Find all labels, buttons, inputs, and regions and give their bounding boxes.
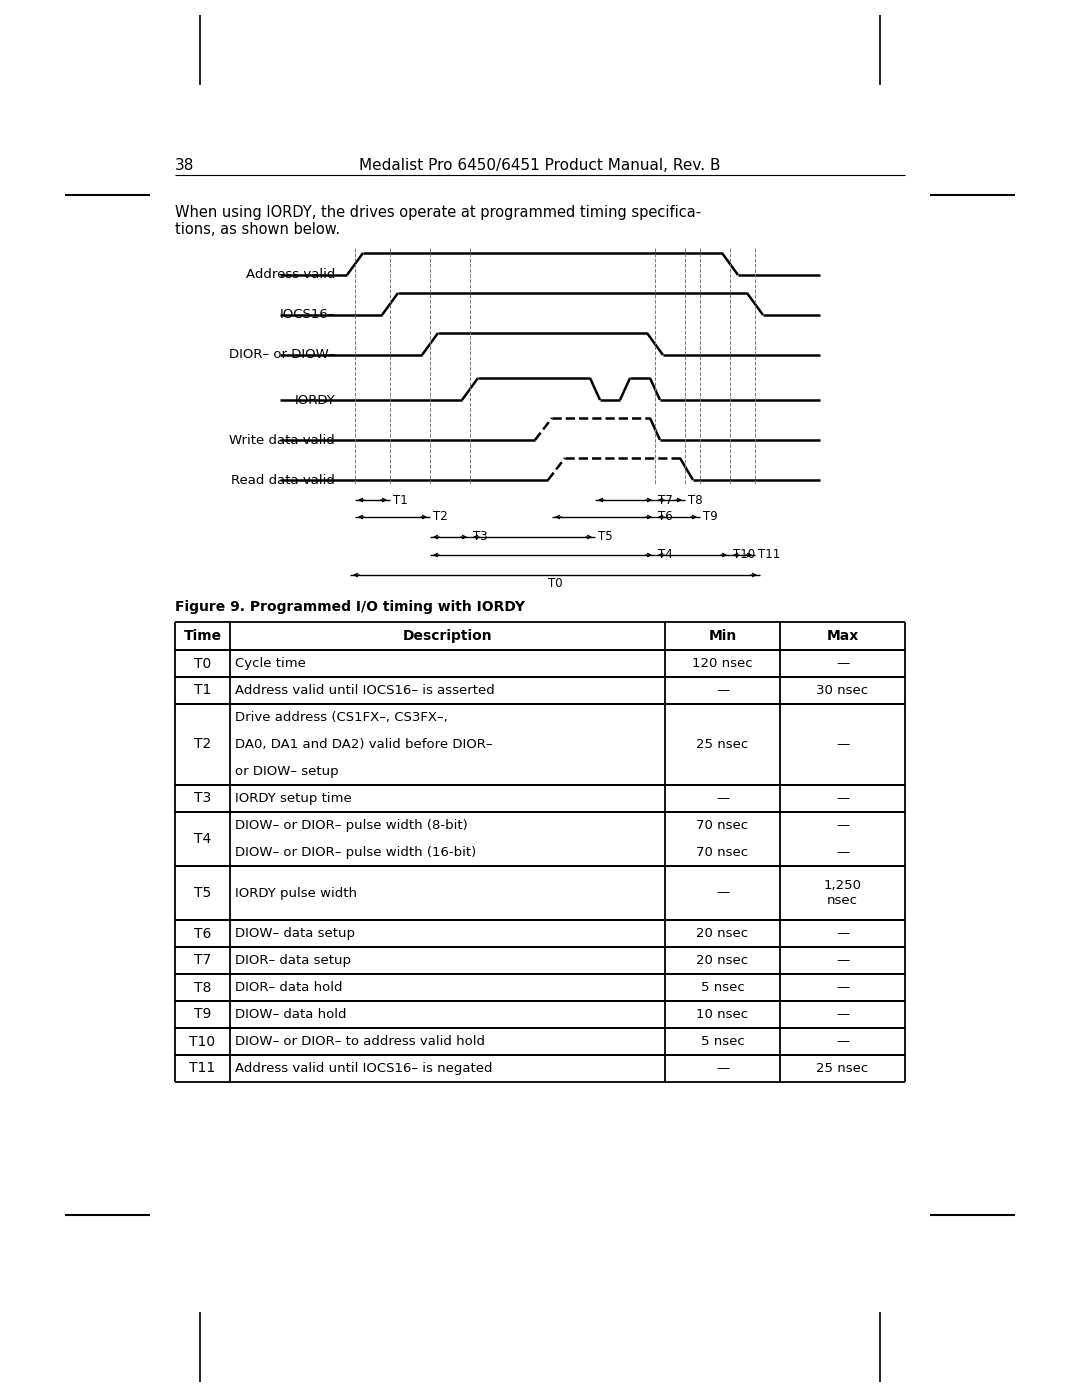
Text: T4: T4 (194, 833, 211, 847)
Text: When using IORDY, the drives operate at programmed timing specifica-: When using IORDY, the drives operate at … (175, 205, 701, 219)
Text: —: — (716, 887, 729, 900)
Text: DIOW– or DIOR– pulse width (8-bit): DIOW– or DIOR– pulse width (8-bit) (235, 819, 468, 833)
Text: 25 nsec: 25 nsec (816, 1062, 868, 1076)
Text: 20 nsec: 20 nsec (697, 928, 748, 940)
Text: 30 nsec: 30 nsec (816, 685, 868, 697)
Text: T7: T7 (194, 954, 211, 968)
Text: —: — (716, 1062, 729, 1076)
Text: DA0, DA1 and DA2) valid before DIOR–: DA0, DA1 and DA2) valid before DIOR– (235, 738, 492, 752)
Text: DIOW– data hold: DIOW– data hold (235, 1009, 347, 1021)
Text: Cycle time: Cycle time (235, 657, 306, 671)
Text: 20 nsec: 20 nsec (697, 954, 748, 967)
Text: DIOW– data setup: DIOW– data setup (235, 928, 355, 940)
Text: —: — (836, 1035, 849, 1048)
Text: DIOW– or DIOR– to address valid hold: DIOW– or DIOR– to address valid hold (235, 1035, 485, 1048)
Text: 70 nsec: 70 nsec (697, 819, 748, 833)
Text: IORDY setup time: IORDY setup time (235, 792, 352, 805)
Text: 25 nsec: 25 nsec (697, 738, 748, 752)
Text: T2: T2 (194, 738, 211, 752)
Text: Description: Description (403, 629, 492, 643)
Text: Write data valid: Write data valid (229, 433, 335, 447)
Text: T6: T6 (193, 926, 212, 940)
Text: Time: Time (184, 629, 221, 643)
Text: T8: T8 (688, 493, 703, 507)
Text: IORDY: IORDY (294, 394, 335, 407)
Text: 1,250: 1,250 (824, 880, 862, 893)
Text: —: — (836, 847, 849, 859)
Text: Drive address (CS1FX–, CS3FX–,: Drive address (CS1FX–, CS3FX–, (235, 711, 448, 724)
Text: DIOR– data setup: DIOR– data setup (235, 954, 351, 967)
Text: 10 nsec: 10 nsec (697, 1009, 748, 1021)
Text: —: — (836, 819, 849, 833)
Text: T1: T1 (393, 493, 408, 507)
Text: T8: T8 (193, 981, 212, 995)
Text: nsec: nsec (827, 894, 858, 907)
Text: —: — (836, 738, 849, 752)
Text: 5 nsec: 5 nsec (701, 1035, 744, 1048)
Text: T3: T3 (473, 531, 488, 543)
Text: T3: T3 (194, 792, 211, 806)
Text: T7: T7 (658, 493, 673, 507)
Text: tions, as shown below.: tions, as shown below. (175, 222, 340, 237)
Text: T0: T0 (194, 657, 211, 671)
Text: —: — (836, 1009, 849, 1021)
Text: Figure 9. Programmed I/O timing with IORDY: Figure 9. Programmed I/O timing with IOR… (175, 599, 525, 615)
Text: T5: T5 (598, 531, 612, 543)
Text: T9: T9 (193, 1007, 212, 1021)
Text: 120 nsec: 120 nsec (692, 657, 753, 671)
Text: or DIOW– setup: or DIOW– setup (235, 766, 339, 778)
Text: T1: T1 (193, 683, 212, 697)
Text: T2: T2 (433, 510, 448, 524)
Text: T9: T9 (703, 510, 718, 524)
Text: Read data valid: Read data valid (231, 474, 335, 486)
Text: —: — (716, 792, 729, 805)
Text: —: — (836, 657, 849, 671)
Text: Address valid: Address valid (245, 268, 335, 282)
Text: DIOR– or DIOW–: DIOR– or DIOW– (229, 348, 335, 362)
Text: T10: T10 (733, 549, 755, 562)
Text: —: — (716, 685, 729, 697)
Text: 38: 38 (175, 158, 194, 173)
Text: IORDY pulse width: IORDY pulse width (235, 887, 357, 900)
Text: T10: T10 (189, 1035, 216, 1049)
Text: 70 nsec: 70 nsec (697, 847, 748, 859)
Text: Min: Min (708, 629, 737, 643)
Text: T6: T6 (658, 510, 673, 524)
Text: T11: T11 (189, 1062, 216, 1076)
Text: Medalist Pro 6450/6451 Product Manual, Rev. B: Medalist Pro 6450/6451 Product Manual, R… (360, 158, 720, 173)
Text: —: — (836, 954, 849, 967)
Text: —: — (836, 792, 849, 805)
Text: Address valid until IOCS16– is asserted: Address valid until IOCS16– is asserted (235, 685, 495, 697)
Text: IOCS16–: IOCS16– (280, 309, 335, 321)
Text: T0: T0 (548, 577, 563, 590)
Text: Address valid until IOCS16– is negated: Address valid until IOCS16– is negated (235, 1062, 492, 1076)
Text: T11: T11 (758, 549, 780, 562)
Text: Max: Max (826, 629, 859, 643)
Text: DIOR– data hold: DIOR– data hold (235, 981, 342, 995)
Text: T5: T5 (194, 886, 211, 900)
Text: —: — (836, 981, 849, 995)
Text: T4: T4 (658, 549, 673, 562)
Text: DIOW– or DIOR– pulse width (16-bit): DIOW– or DIOR– pulse width (16-bit) (235, 847, 476, 859)
Text: —: — (836, 928, 849, 940)
Text: 5 nsec: 5 nsec (701, 981, 744, 995)
